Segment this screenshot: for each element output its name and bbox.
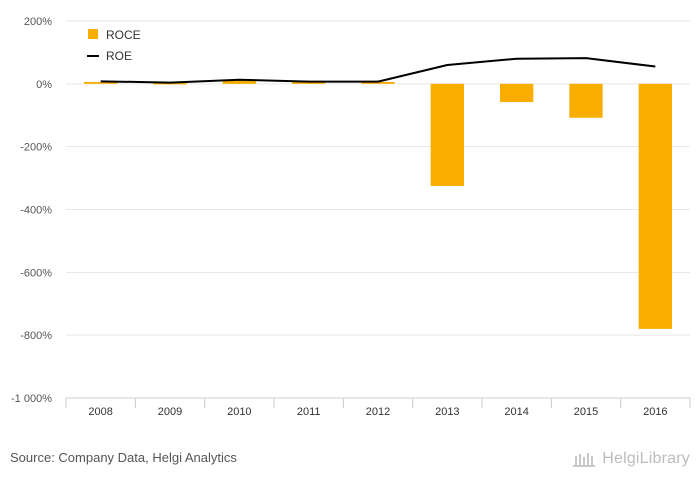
y-tick-label: -800% <box>20 330 52 342</box>
roce-bar <box>292 81 326 84</box>
x-tick-label: 2010 <box>227 406 251 418</box>
x-tick-label: 2016 <box>643 406 667 418</box>
roce-bar <box>361 81 395 84</box>
legend: ROCE ROE <box>87 28 141 63</box>
roce-roe-chart: 200%0%-200%-400%-600%-800%-1 000% 2008 20… <box>11 16 691 418</box>
x-tick-label: 2009 <box>158 406 182 418</box>
legend-label-roce: ROCE <box>106 28 141 42</box>
x-tick-label: 2015 <box>574 406 598 418</box>
source-note: Source: Company Data, Helgi Analytics <box>10 450 237 465</box>
grid-layer <box>66 20 690 336</box>
roe-line <box>100 57 656 84</box>
roe-line-group <box>100 57 656 84</box>
brand-name: HelgiLibrary <box>602 450 690 467</box>
roce-bar <box>84 81 118 84</box>
x-tick-label: 2008 <box>88 406 112 418</box>
roce-bar <box>222 80 256 84</box>
roce-bar <box>569 83 603 118</box>
y-tick-label: -600% <box>20 267 52 279</box>
helgi-library-logo: HelgiLibrary <box>572 447 690 471</box>
x-axis: 2008 2009 2010 2011 2012 2013 2014 2015 2016 <box>65 397 691 418</box>
y-axis-ticks: 200% 0% -200% -400% -600% -800% -1 000% <box>11 16 52 405</box>
chart-area: 200% 0% -200% -400% -600% -800% -1 000% 2008 20… <box>11 16 691 418</box>
roce-bar <box>153 82 187 85</box>
library-building-icon <box>573 453 596 467</box>
y-tick-label: 200% <box>24 16 52 28</box>
roce-bars <box>84 80 672 329</box>
x-tick-label: 2012 <box>366 406 390 418</box>
roce-bar <box>638 83 672 329</box>
y-tick-label: -1 000% <box>11 393 52 405</box>
x-tick-label: 2014 <box>504 406 528 418</box>
y-tick-label: 0% <box>36 79 52 91</box>
x-tick-label: 2011 <box>297 406 321 418</box>
y-tick-label: -400% <box>20 205 52 217</box>
legend-swatch-roce <box>88 29 98 39</box>
legend-label-roe: ROE <box>106 49 132 63</box>
y-tick-label: -200% <box>20 142 52 154</box>
roce-bar <box>500 83 534 103</box>
roce-bar <box>430 83 464 186</box>
x-tick-label: 2013 <box>435 406 459 418</box>
